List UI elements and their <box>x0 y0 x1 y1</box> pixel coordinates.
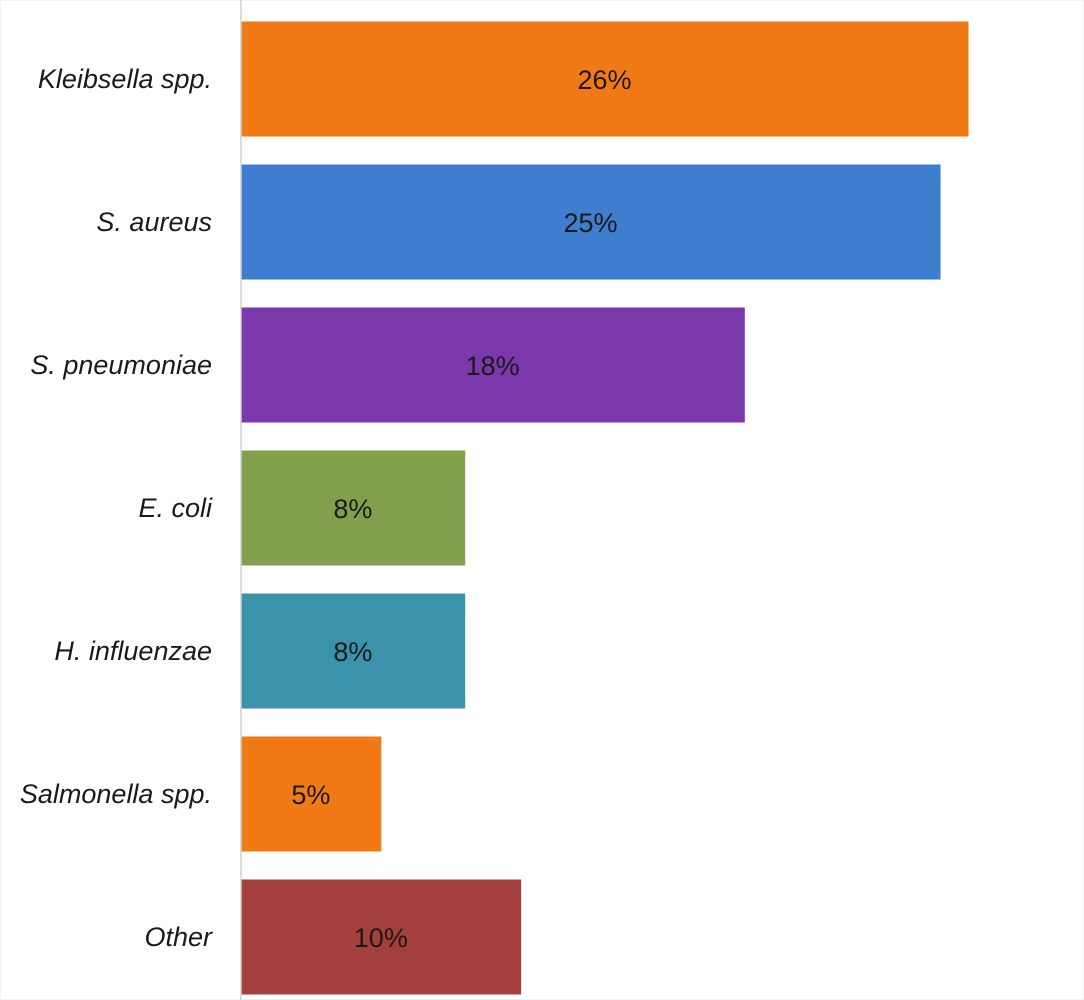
value-label-e-coli: 8% <box>333 494 372 524</box>
value-label-s-pneumoniae: 18% <box>466 351 520 381</box>
value-label-s-aureus: 25% <box>563 208 617 238</box>
bar-e-coli <box>240 450 466 566</box>
category-label-other: Other <box>144 922 213 952</box>
value-labels-group: 26% 25% 18% 8% 8% 5% 10% <box>291 65 631 953</box>
bar-salmonella-spp <box>240 736 382 852</box>
category-label-h-influenzae: H. influenzae <box>54 636 212 666</box>
category-label-s-aureus: S. aureus <box>96 207 212 237</box>
value-label-h-influenzae: 8% <box>333 637 372 667</box>
category-label-kleibsella-spp: Kleibsella spp. <box>38 64 212 94</box>
bar-h-influenzae <box>240 593 466 709</box>
bar-s-pneumoniae <box>240 307 745 423</box>
bar-other <box>240 879 522 995</box>
value-label-other: 10% <box>354 923 408 953</box>
category-labels-group: Kleibsella spp. S. aureus S. pneumoniae E. … <box>20 64 213 952</box>
bar-kleibsella-spp <box>240 21 969 137</box>
value-label-salmonella-spp: 5% <box>291 780 330 810</box>
value-label-kleibsella-spp: 26% <box>577 65 631 95</box>
bars-group <box>240 21 969 995</box>
bar-s-aureus <box>240 164 941 280</box>
category-label-e-coli: E. coli <box>138 493 213 523</box>
category-label-s-pneumoniae: S. pneumoniae <box>30 350 212 380</box>
category-label-salmonella-spp: Salmonella spp. <box>20 779 212 809</box>
